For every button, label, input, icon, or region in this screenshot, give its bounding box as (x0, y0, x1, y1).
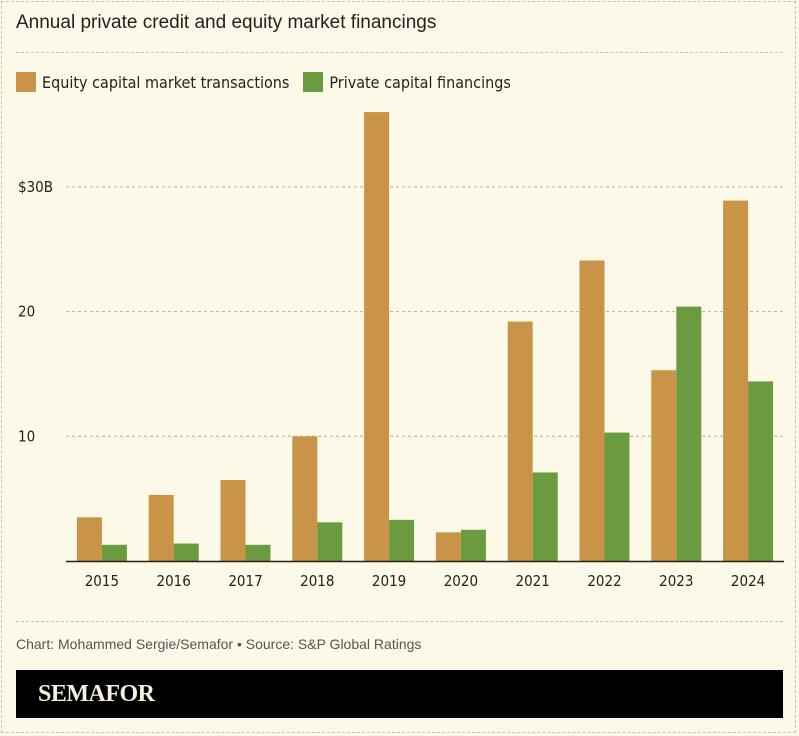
x-tick-label: 2016 (157, 572, 191, 590)
bar-equity (148, 494, 174, 561)
x-tick-label: 2022 (587, 572, 621, 590)
legend-label-private: Private capital financings (329, 72, 511, 92)
bar-chart: 10 20 $30B 2015 2016 2017 2018 2019 2020 2021 2022… (18, 112, 784, 590)
x-tick-label: 2020 (444, 572, 478, 590)
legend-label-equity: Equity capital market transactions (42, 72, 290, 92)
bar-private (389, 519, 415, 561)
y-tick-label: 20 (18, 303, 35, 321)
bar-equity (723, 200, 749, 561)
bar-private (748, 381, 774, 561)
divider (16, 52, 783, 53)
bar-equity (435, 532, 461, 561)
x-tick-label: 2018 (300, 572, 334, 590)
bar-private (604, 432, 630, 561)
bar-private (245, 544, 271, 561)
y-tick-label: 10 (18, 427, 35, 445)
bar-private (460, 529, 486, 561)
bar-private (676, 306, 702, 561)
bar-equity (76, 517, 102, 561)
semafor-logo: SEMAFOR (38, 681, 155, 707)
x-tick-label: 2019 (372, 572, 406, 590)
bar-equity (507, 321, 533, 561)
x-tick-label: 2023 (659, 572, 693, 590)
bar-private (173, 543, 199, 561)
legend-item-private: Private capital financings (303, 72, 511, 92)
x-tick-label: 2015 (85, 572, 119, 590)
bar-equity (579, 260, 605, 561)
chart-title: Annual private credit and equity market … (16, 12, 437, 33)
y-tick-label: $30B (18, 178, 53, 196)
bar-private (317, 522, 343, 561)
divider (16, 621, 783, 622)
source-credit: Chart: Mohammed Sergie/Semafor • Source:… (16, 636, 422, 652)
bar-private (101, 544, 127, 561)
bar-equity (364, 112, 390, 561)
x-tick-label: 2024 (731, 572, 765, 590)
x-tick-label: 2017 (228, 572, 262, 590)
bar-equity (220, 479, 246, 561)
x-tick-label: 2021 (516, 572, 550, 590)
bar-equity (292, 436, 318, 561)
logo-banner: SEMAFOR (16, 670, 783, 718)
bar-private (532, 472, 558, 561)
bar-equity (651, 370, 677, 561)
legend-item-equity: Equity capital market transactions (16, 72, 289, 92)
legend-swatch-equity (16, 72, 36, 92)
legend-swatch-private (303, 72, 324, 92)
legend: Equity capital market transactions Priva… (16, 72, 525, 92)
